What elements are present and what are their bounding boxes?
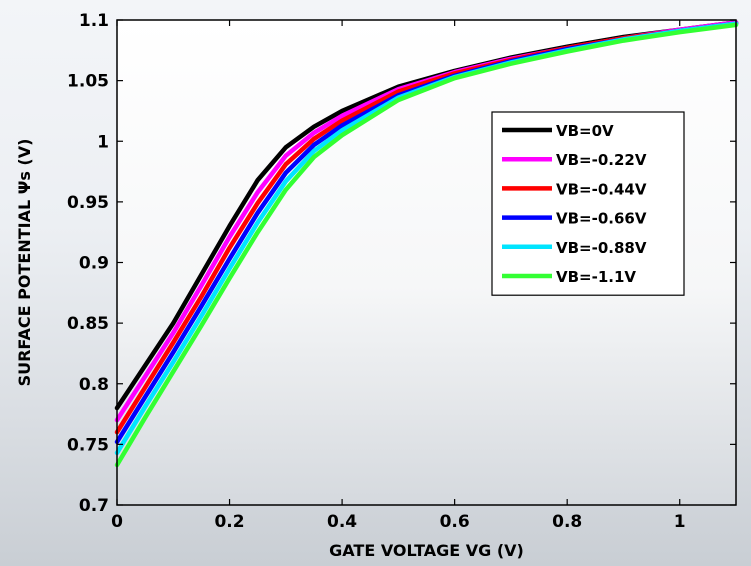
y-tick-label: 0.95 <box>67 193 109 213</box>
x-tick-label: 0.2 <box>214 512 244 532</box>
legend-entry-4: VB=-0.88V <box>556 239 647 257</box>
y-tick-label: 0.7 <box>79 496 109 516</box>
x-tick-label: 0.8 <box>552 512 582 532</box>
legend-entry-1: VB=-0.22V <box>556 151 647 169</box>
y-axis-label: SURFACE POTENTIAL Ψs (V) <box>15 139 34 387</box>
y-tick-label: 1.1 <box>79 11 109 31</box>
legend-entry-3: VB=-0.66V <box>556 210 647 228</box>
x-tick-label: 0.4 <box>327 512 357 532</box>
series-layer <box>114 20 739 468</box>
y-tick-label: 0.8 <box>79 375 109 395</box>
legend-box <box>491 111 685 296</box>
x-tick-label: 0 <box>111 512 123 532</box>
y-tick-label: 1 <box>97 132 109 152</box>
x-tick-label: 0.6 <box>440 512 470 532</box>
x-axis-label: GATE VOLTAGE VG (V) <box>329 541 524 560</box>
y-tick-label: 1.05 <box>67 72 109 92</box>
y-tick-label: 0.9 <box>79 254 109 274</box>
legend-entry-5: VB=-1.1V <box>556 268 636 286</box>
x-tick-label: 1 <box>674 512 686 532</box>
y-tick-label: 0.75 <box>67 435 109 455</box>
ticks-layer: 0 0.2 0.4 0.6 0.8 1 0.7 0.75 0.8 0.85 0.9 0.95 1 1.05… <box>67 11 736 532</box>
series-line-5 <box>114 22 739 468</box>
y-tick-label: 0.85 <box>67 314 109 334</box>
legend-entry-2: VB=-0.44V <box>556 180 647 198</box>
legend: VB=0V VB=-0.22V VB=-0.44V VB=-0.66V VB=-0.88… <box>491 111 685 296</box>
legend-entry-0: VB=0V <box>556 122 614 140</box>
